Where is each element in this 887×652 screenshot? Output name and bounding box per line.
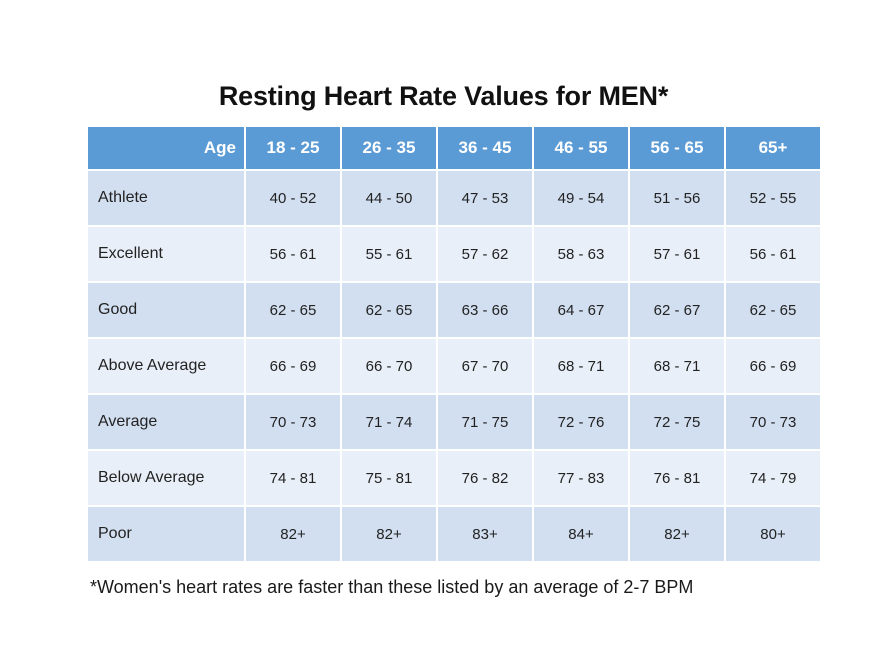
table-cell: 66 - 69: [246, 339, 340, 393]
table-row: Excellent 56 - 61 55 - 61 57 - 62 58 - 6…: [88, 227, 820, 281]
table-row: Good 62 - 65 62 - 65 63 - 66 64 - 67 62 …: [88, 283, 820, 337]
column-header: 26 - 35: [342, 127, 436, 169]
table-row: Above Average 66 - 69 66 - 70 67 - 70 68…: [88, 339, 820, 393]
table-cell: 82+: [342, 507, 436, 561]
table-cell: 72 - 76: [534, 395, 628, 449]
table-row: Average 70 - 73 71 - 74 71 - 75 72 - 76 …: [88, 395, 820, 449]
table-row: Below Average 74 - 81 75 - 81 76 - 82 77…: [88, 451, 820, 505]
footnote: *Women's heart rates are faster than the…: [90, 577, 694, 597]
table-cell: 80+: [726, 507, 820, 561]
table-cell: 76 - 82: [438, 451, 532, 505]
table-cell: 62 - 67: [630, 283, 724, 337]
row-category: Below Average: [88, 451, 244, 505]
column-header: 56 - 65: [630, 127, 724, 169]
row-category: Poor: [88, 507, 244, 561]
table-row: Athlete 40 - 52 44 - 50 47 - 53 49 - 54 …: [88, 171, 820, 225]
table-cell: 51 - 56: [630, 171, 724, 225]
column-header-age: Age: [88, 127, 244, 169]
column-header: 46 - 55: [534, 127, 628, 169]
table-cell: 82+: [246, 507, 340, 561]
table-cell: 74 - 79: [726, 451, 820, 505]
table-cell: 62 - 65: [246, 283, 340, 337]
table-cell: 83+: [438, 507, 532, 561]
table-cell: 56 - 61: [246, 227, 340, 281]
table-row: Poor 82+ 82+ 83+ 84+ 82+ 80+: [88, 507, 820, 561]
table-cell: 71 - 75: [438, 395, 532, 449]
table-cell: 66 - 69: [726, 339, 820, 393]
table-cell: 62 - 65: [726, 283, 820, 337]
table-cell: 70 - 73: [726, 395, 820, 449]
table-cell: 40 - 52: [246, 171, 340, 225]
table-cell: 49 - 54: [534, 171, 628, 225]
table-cell: 58 - 63: [534, 227, 628, 281]
page-title: Resting Heart Rate Values for MEN*: [218, 81, 669, 111]
row-category: Good: [88, 283, 244, 337]
column-header: 65+: [726, 127, 820, 169]
heart-rate-table: Age 18 - 25 26 - 35 36 - 45 46 - 55 56 -…: [86, 125, 822, 563]
table-cell: 82+: [630, 507, 724, 561]
table-cell: 47 - 53: [438, 171, 532, 225]
table-cell: 66 - 70: [342, 339, 436, 393]
table-cell: 75 - 81: [342, 451, 436, 505]
table-cell: 71 - 74: [342, 395, 436, 449]
table-cell: 57 - 61: [630, 227, 724, 281]
table-cell: 68 - 71: [630, 339, 724, 393]
row-category: Excellent: [88, 227, 244, 281]
table-cell: 57 - 62: [438, 227, 532, 281]
table-cell: 44 - 50: [342, 171, 436, 225]
table-cell: 64 - 67: [534, 283, 628, 337]
table-cell: 63 - 66: [438, 283, 532, 337]
table-header-row: Age 18 - 25 26 - 35 36 - 45 46 - 55 56 -…: [88, 127, 820, 169]
table-cell: 67 - 70: [438, 339, 532, 393]
table-cell: 62 - 65: [342, 283, 436, 337]
table-cell: 74 - 81: [246, 451, 340, 505]
table-cell: 76 - 81: [630, 451, 724, 505]
column-header: 36 - 45: [438, 127, 532, 169]
table-cell: 70 - 73: [246, 395, 340, 449]
row-category: Average: [88, 395, 244, 449]
table-cell: 68 - 71: [534, 339, 628, 393]
table-cell: 56 - 61: [726, 227, 820, 281]
table-cell: 52 - 55: [726, 171, 820, 225]
table-cell: 55 - 61: [342, 227, 436, 281]
row-category: Above Average: [88, 339, 244, 393]
column-header: 18 - 25: [246, 127, 340, 169]
row-category: Athlete: [88, 171, 244, 225]
table-cell: 77 - 83: [534, 451, 628, 505]
table-cell: 72 - 75: [630, 395, 724, 449]
table-cell: 84+: [534, 507, 628, 561]
